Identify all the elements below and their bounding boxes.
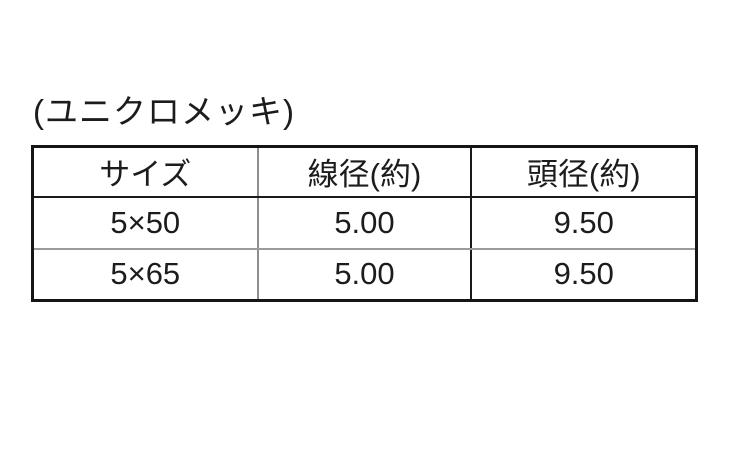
cell-size: 5×65 [32,248,259,301]
spec-table: サイズ 線径(約) 頭径(約) 5×50 5.00 9.50 5×65 5.00… [31,145,698,302]
cell-wire-diameter: 5.00 [257,196,473,250]
cell-head-diameter: 9.50 [553,256,614,292]
cell-size: 5×50 [32,196,259,250]
plating-caption: (ユニクロメッキ) [33,93,295,130]
header-size: サイズ [32,146,259,198]
cell-head-diameter: 9.50 [471,196,697,250]
table-row: 5×50 5.00 9.50 [32,196,697,250]
header-head-diameter: 頭径(約) [471,146,697,198]
table-header-row: サイズ 線径(約) 頭径(約) [32,146,697,198]
table-row: 5×65 5.00 9.50 [32,248,697,301]
header-wire-diameter: 線径(約) [257,146,473,198]
cell-wire-diameter: 5.00 [257,248,473,301]
